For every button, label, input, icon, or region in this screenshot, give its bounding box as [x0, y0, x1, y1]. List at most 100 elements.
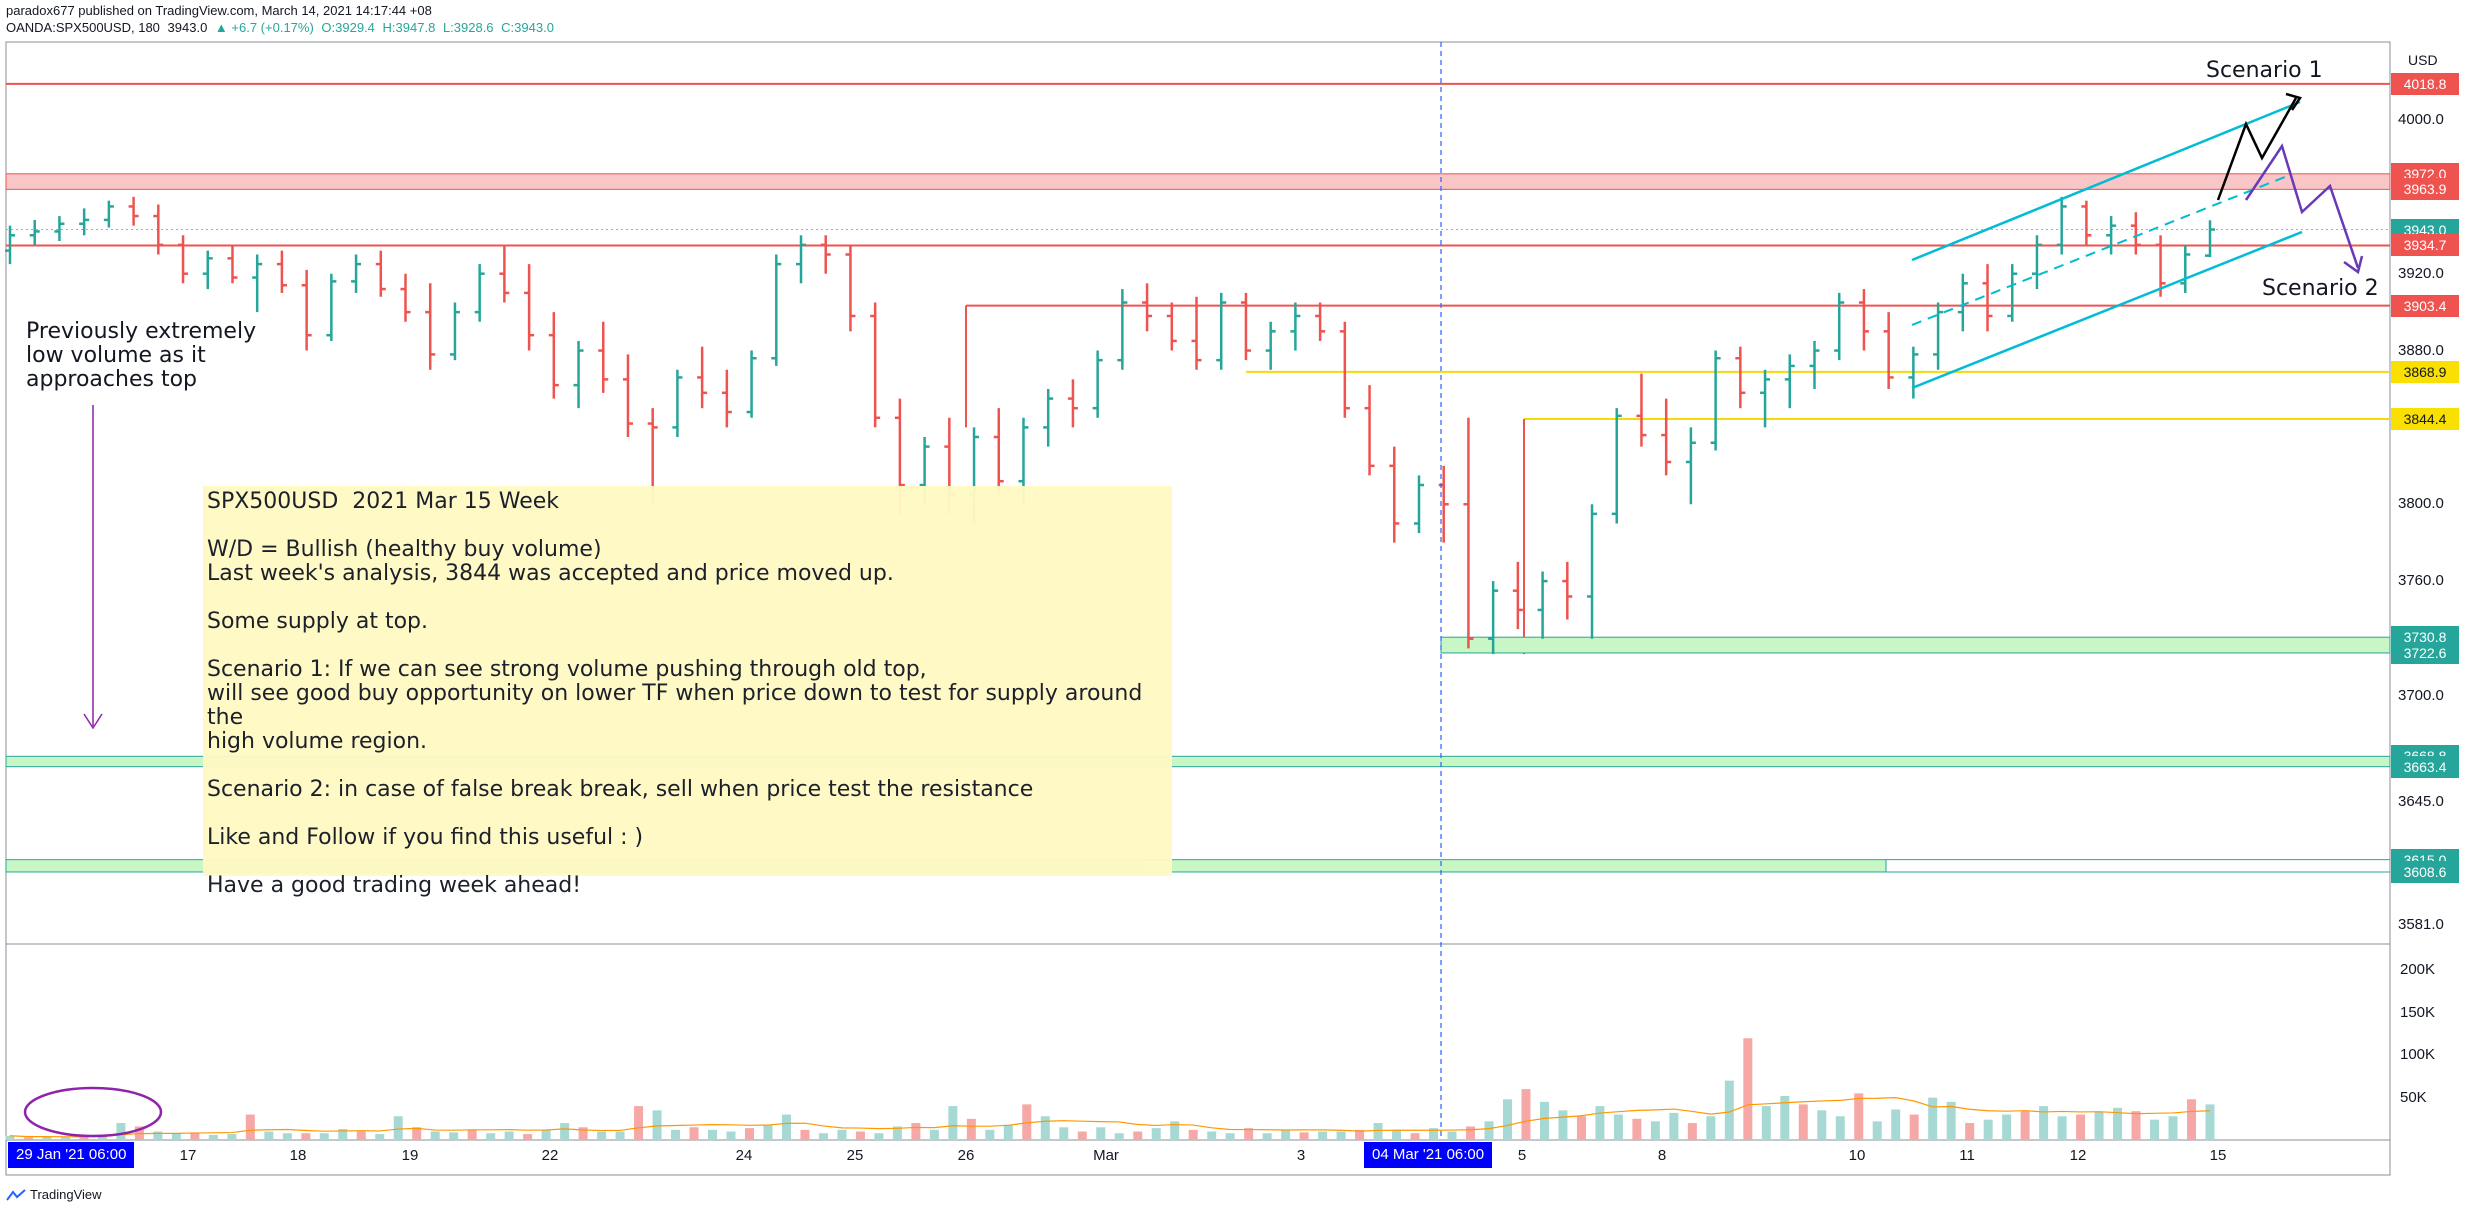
price-bar: [1463, 417, 1474, 649]
footer-brand[interactable]: TradingView: [6, 1187, 102, 1202]
price-bar: [1166, 302, 1177, 351]
price-bar: [2056, 196, 2067, 255]
time-tick-label: 24: [735, 1147, 753, 1164]
support-zone-3668: [5, 755, 2391, 768]
price-bar: [178, 235, 189, 284]
price-bar: [79, 208, 90, 236]
volume-bar: [1761, 1106, 1771, 1140]
publish-line: paradox677 published on TradingView.com,…: [6, 3, 432, 18]
volume-bar: [42, 1136, 52, 1140]
volume-bar: [1502, 1099, 1512, 1140]
price-bar: [1216, 292, 1227, 370]
volume-bar: [800, 1129, 810, 1140]
price-level-tag: 4018.8: [2391, 72, 2459, 95]
price-bar: [2007, 264, 2018, 322]
volume-bar: [560, 1123, 570, 1140]
price-bar: [2106, 216, 2117, 255]
volume-bar: [2150, 1119, 2160, 1140]
volume-bar: [1225, 1133, 1235, 1140]
price-tick-label: 3880.0: [2398, 341, 2444, 359]
volume-bar: [1650, 1121, 1660, 1140]
price-level-tag: 3963.9: [2391, 178, 2459, 201]
volume-bar: [1003, 1124, 1013, 1140]
volume-bar: [1817, 1110, 1827, 1140]
price-bar: [1290, 302, 1301, 351]
price-bar: [1883, 312, 1894, 389]
time-tick-label: 17: [179, 1147, 197, 1164]
price-bar: [573, 340, 584, 409]
price-bar: [1315, 302, 1326, 341]
analysis-note-box[interactable]: SPX500USD 2021 Mar 15 Week W/D = Bullish …: [203, 486, 1172, 898]
price-level-tag: 3608.6: [2391, 860, 2459, 883]
price-tick-label: 4000.0: [2398, 111, 2444, 128]
volume-bar: [578, 1127, 588, 1140]
price-tick-label: 3760.0: [2398, 572, 2444, 590]
volume-bar: [282, 1133, 292, 1140]
volume-bar: [2002, 1114, 2012, 1140]
price-bar: [449, 302, 460, 361]
volume-bar: [1096, 1127, 1106, 1140]
time-tick-label: 12: [2069, 1147, 2087, 1164]
note-line: will see good buy opportunity on lower T…: [207, 681, 1150, 730]
volume-bar: [1410, 1133, 1420, 1140]
crosshair-time-label: 04 Mar '21 06:00: [1364, 1142, 1493, 1168]
time-tick-label: 18: [289, 1147, 307, 1164]
price-bar: [2205, 220, 2215, 258]
volume-bar: [948, 1106, 958, 1140]
price-bar: [1240, 292, 1251, 361]
volume-bar: [2020, 1111, 2030, 1140]
price-bar: [1636, 373, 1647, 447]
price-bar: [1142, 283, 1153, 332]
volume-bar: [1835, 1116, 1845, 1140]
price-bar: [2081, 200, 2092, 245]
volume-bar: [2094, 1112, 2104, 1140]
price-tick-label: 3645.0: [2398, 793, 2444, 811]
volume-bar: [892, 1126, 902, 1140]
price-bar: [1858, 289, 1869, 351]
price-tick-label: 3920.0: [2398, 264, 2444, 282]
scenario2-arrowhead: [2343, 255, 2364, 275]
last-price: 3943.0: [167, 20, 208, 35]
volume-bar: [319, 1133, 329, 1140]
price-bar: [548, 312, 559, 399]
price-bar: [1661, 398, 1672, 476]
volume-bar: [652, 1110, 662, 1140]
price-bar: [1611, 408, 1622, 524]
price-bar: [1908, 346, 1919, 399]
note-line: W/D = Bullish (healthy buy volume): [207, 537, 602, 562]
left-note-line-2: low volume as it: [26, 343, 206, 368]
volume-bar: [1928, 1097, 1938, 1140]
scenario2-label: Scenario 2: [2262, 276, 2379, 301]
volume-tick-label: 150K: [2400, 1003, 2436, 1021]
volume-bar: [541, 1129, 551, 1140]
price-bar: [1117, 289, 1128, 370]
note-line: Scenario 2: in case of false break break…: [207, 777, 1034, 802]
volume-ma-line: [9, 1097, 2211, 1138]
price-bar: [153, 204, 164, 255]
price-level-tag: 3844.4: [2391, 407, 2459, 430]
volume-bar: [1336, 1131, 1346, 1140]
price-bar: [5, 225, 15, 265]
symbol: OANDA:SPX500USD, 180: [6, 20, 160, 35]
time-tick-label: 26: [957, 1147, 975, 1164]
volume-bar: [1484, 1121, 1494, 1140]
volume-bar: [153, 1131, 163, 1140]
note-spacer: [207, 850, 1168, 874]
price-bar: [400, 273, 411, 322]
volume-bar: [1133, 1131, 1143, 1140]
volume-bar: [301, 1133, 311, 1140]
volume-bar: [171, 1133, 181, 1140]
note-line: high volume region.: [207, 729, 428, 754]
volume-bar: [1373, 1123, 1383, 1140]
volume-bar: [1632, 1118, 1642, 1140]
price-bar: [1784, 354, 1795, 409]
volume-bar: [1891, 1109, 1901, 1140]
low-value: L:3928.6: [442, 20, 494, 35]
price-bar: [1933, 302, 1944, 370]
time-tick-label: 25: [846, 1147, 864, 1164]
price-level-tag: 3934.7: [2391, 234, 2459, 257]
volume-bar: [911, 1123, 921, 1140]
volume-bar: [1262, 1133, 1272, 1140]
volume-bar: [1798, 1104, 1808, 1140]
